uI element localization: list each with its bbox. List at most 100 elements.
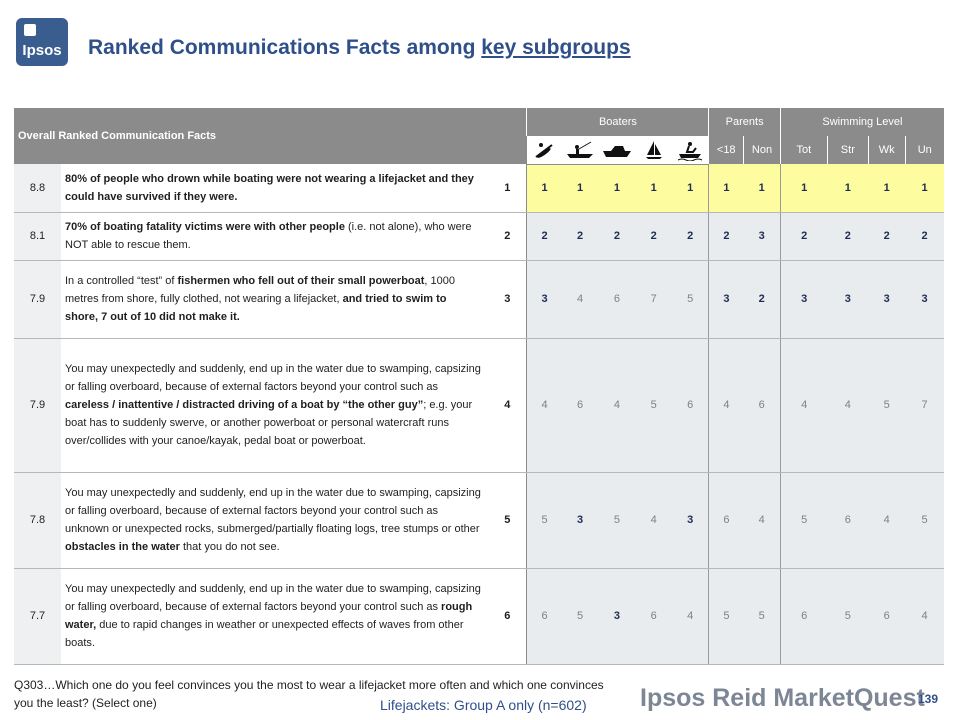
fact-score: 7.7 — [14, 568, 61, 665]
subgroup-rank: 6 — [708, 472, 744, 569]
subgroup-rank: 2 — [526, 212, 562, 261]
subgroup-rank: 6 — [779, 568, 828, 665]
col-under-18: <18 — [708, 136, 744, 164]
fact-score: 7.9 — [14, 338, 61, 473]
fact-text: You may unexpectedly and suddenly, end u… — [61, 568, 489, 665]
subgroup-rank: 2 — [743, 260, 781, 339]
table-row: 7.8 You may unexpectedly and suddenly, en… — [14, 472, 944, 569]
fact-text: In a controlled “test” of fishermen who … — [61, 260, 489, 339]
subgroup-rank: 1 — [598, 164, 636, 213]
fact-text: You may unexpectedly and suddenly, end u… — [61, 338, 489, 473]
subgroup-rank: 2 — [561, 212, 599, 261]
table-body: 8.8 80% of people who drown while boating… — [14, 164, 944, 665]
subgroup-rank: 2 — [868, 212, 906, 261]
fishing-boat-icon — [561, 136, 599, 165]
subgroup-rank: 6 — [561, 338, 599, 473]
subgroup-rank: 5 — [672, 260, 709, 339]
fact-text-part: and tried to swim to shore, 7 out of 10 … — [65, 293, 447, 323]
subgroup-rank: 3 — [868, 260, 906, 339]
fact-text-part: fishermen who fell out of their small po… — [177, 275, 425, 287]
fact-text: 70% of boating fatality victims were wit… — [61, 212, 489, 261]
subgroup-rank: 3 — [561, 472, 599, 569]
subgroup-rank: 4 — [779, 338, 828, 473]
subgroup-rank: 3 — [827, 260, 869, 339]
fact-text-part: (i.e. not alone), who were NOT able to r… — [65, 221, 472, 251]
subgroup-rank: 1 — [905, 164, 944, 213]
table-row: 8.8 80% of people who drown while boating… — [14, 164, 944, 213]
subgroup-rank: 5 — [598, 472, 636, 569]
subgroup-rank: 1 — [779, 164, 828, 213]
subgroup-rank: 4 — [905, 568, 944, 665]
fact-text-part: You may unexpectedly and suddenly, end u… — [65, 583, 481, 613]
subgroup-rank: 4 — [598, 338, 636, 473]
fact-text-part: You may unexpectedly and suddenly, end u… — [65, 487, 481, 535]
subgroup-rank: 2 — [598, 212, 636, 261]
subgroup-rank: 5 — [827, 568, 869, 665]
overall-rank: 6 — [488, 568, 528, 665]
fact-text-part: 70% of boating fatality victims were wit… — [65, 221, 345, 233]
title-link[interactable]: key subgroups — [481, 36, 631, 59]
fact-score: 8.1 — [14, 212, 61, 261]
subgroup-rank: 1 — [561, 164, 599, 213]
subgroup-rank: 6 — [868, 568, 906, 665]
title-main: Ranked Communications Facts among — [88, 36, 482, 59]
subgroup-rank: 3 — [905, 260, 944, 339]
overall-rank: 2 — [488, 212, 528, 261]
overall-rank: 1 — [488, 164, 528, 213]
ipsos-logo: Ipsos — [16, 18, 68, 66]
subgroup-rank: 4 — [827, 338, 869, 473]
subgroup-rank: 7 — [905, 338, 944, 473]
subgroup-rank: 5 — [708, 568, 744, 665]
group-boaters: Boaters — [526, 108, 709, 136]
fact-text-part: You may unexpectedly and suddenly, end u… — [65, 363, 481, 393]
table-row: 7.7 You may unexpectedly and suddenly, en… — [14, 568, 944, 665]
fact-text: 80% of people who drown while boating we… — [61, 164, 489, 213]
logo-text: Ipsos — [22, 42, 62, 59]
subgroup-rank: 4 — [526, 338, 562, 473]
subgroup-rank: 5 — [561, 568, 599, 665]
subgroup-rank: 4 — [672, 568, 709, 665]
subgroup-rank: 3 — [526, 260, 562, 339]
table-row: 7.9 In a controlled “test” of fishermen w… — [14, 260, 944, 339]
personal-watercraft-icon — [672, 136, 709, 165]
subgroup-rank: 1 — [672, 164, 709, 213]
subgroup-rank: 4 — [743, 472, 781, 569]
group-parents: Parents — [708, 108, 781, 136]
table-row: 7.9 You may unexpectedly and suddenly, en… — [14, 338, 944, 473]
fact-text-part: obstacles in the water — [65, 541, 180, 553]
subgroup-rank: 5 — [526, 472, 562, 569]
subgroup-rank: 6 — [827, 472, 869, 569]
subgroup-rank: 5 — [635, 338, 673, 473]
col-unable: Un — [904, 136, 944, 164]
subgroup-rank: 2 — [635, 212, 673, 261]
subgroup-rank: 3 — [708, 260, 744, 339]
col-total: Tot — [779, 136, 828, 164]
subgroup-rank: 7 — [635, 260, 673, 339]
subgroup-rank: 1 — [743, 164, 781, 213]
subgroup-rank: 6 — [672, 338, 709, 473]
subgroup-rank: 5 — [743, 568, 781, 665]
overall-rank: 4 — [488, 338, 528, 473]
group-swimming-level: Swimming Level — [779, 108, 944, 136]
subgroup-rank: 4 — [561, 260, 599, 339]
subgroup-rank: 5 — [868, 338, 906, 473]
subgroup-rank: 3 — [743, 212, 781, 261]
col-strong: Str — [826, 136, 869, 164]
brand-wordmark: Ipsos Reid MarketQuest — [640, 684, 925, 712]
fact-text-part: that you do not see. — [179, 541, 280, 553]
subgroup-rank: 5 — [779, 472, 828, 569]
subgroup-rank: 6 — [635, 568, 673, 665]
table-row: 8.1 70% of boating fatality victims were … — [14, 212, 944, 261]
col-weak: Wk — [867, 136, 906, 164]
fact-score: 8.8 — [14, 164, 61, 213]
subgroup-rank: 1 — [827, 164, 869, 213]
subgroup-rank: 1 — [868, 164, 906, 213]
fact-text-part: due to rapid changes in weather or unexp… — [65, 619, 464, 649]
subgroup-rank: 4 — [635, 472, 673, 569]
subgroup-rank: 2 — [672, 212, 709, 261]
subgroup-rank: 4 — [868, 472, 906, 569]
subgroup-rank: 1 — [635, 164, 673, 213]
subgroup-rank: 4 — [708, 338, 744, 473]
fact-text-part: In a controlled “test” of — [65, 275, 178, 287]
survey-question: Q303…Which one do you feel convinces you… — [14, 678, 604, 710]
